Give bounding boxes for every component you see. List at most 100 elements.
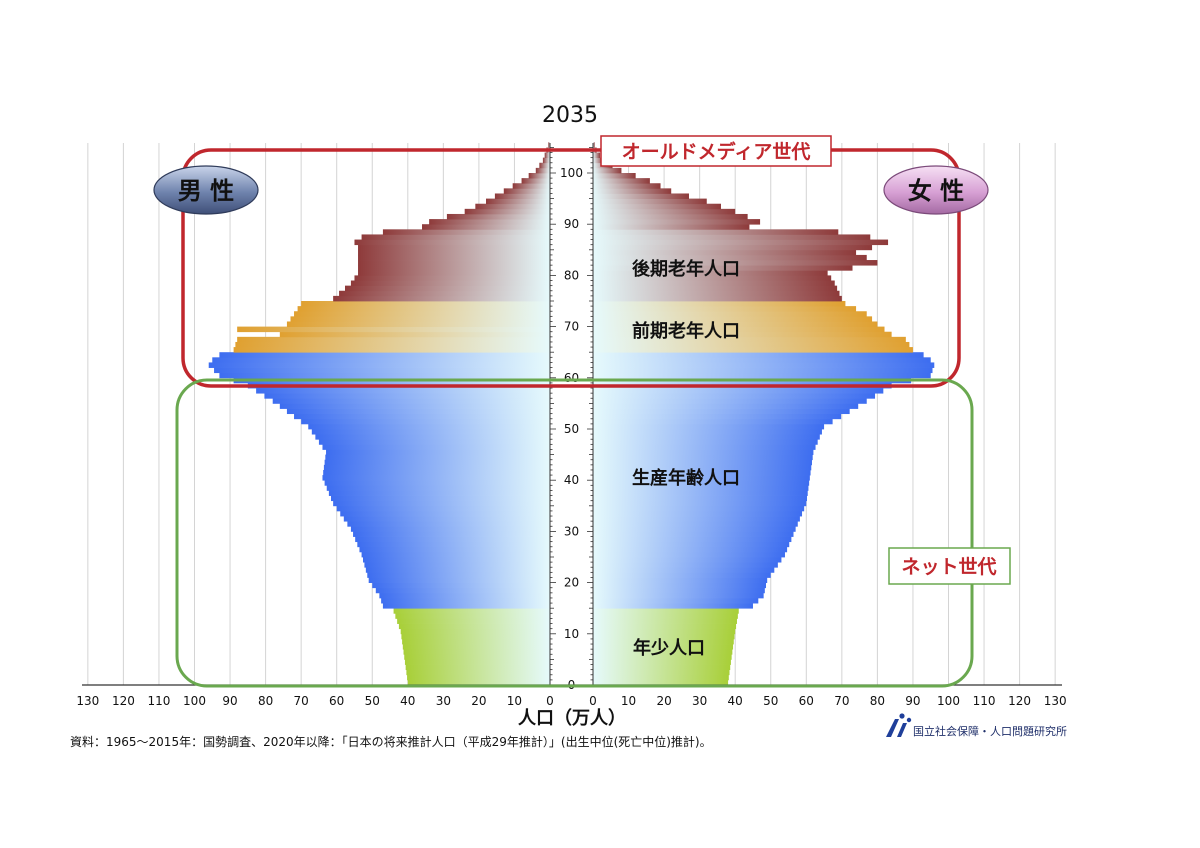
bar-male xyxy=(402,638,550,645)
bar-female xyxy=(593,341,910,348)
bar-female xyxy=(593,224,750,230)
bar-male xyxy=(350,280,550,287)
bar-male xyxy=(401,633,550,640)
plot-area xyxy=(82,143,1062,685)
bar-female xyxy=(593,301,846,307)
bar-male xyxy=(324,480,550,486)
bar-female xyxy=(593,372,931,379)
bar-male xyxy=(367,572,550,578)
male-badge xyxy=(153,165,259,215)
bar-male xyxy=(372,582,550,589)
bar-female xyxy=(593,403,859,409)
bar-female xyxy=(593,219,761,225)
bar-female xyxy=(593,608,739,614)
bar-male xyxy=(219,372,550,379)
bar-female xyxy=(593,208,736,215)
bar-male xyxy=(528,173,550,179)
bar-male xyxy=(363,557,550,563)
bar-male xyxy=(328,490,550,496)
bar-male xyxy=(340,510,550,517)
bar-female xyxy=(593,142,595,148)
group-label-working-age: 生産年齢人口 xyxy=(632,467,740,489)
bar-female xyxy=(593,260,878,266)
bar-male xyxy=(407,674,550,681)
bar-female xyxy=(593,173,636,179)
age-tick-label: 70 xyxy=(564,320,579,334)
bar-male xyxy=(279,331,550,338)
bar-female xyxy=(593,531,794,537)
x-tick-male: 90 xyxy=(222,694,237,708)
bar-female xyxy=(593,280,835,287)
bar-male xyxy=(237,326,550,333)
bar-female xyxy=(593,628,736,635)
bar-female xyxy=(593,393,876,399)
age-tick-label: 30 xyxy=(564,524,579,538)
bar-male xyxy=(364,562,550,568)
bar-female xyxy=(593,659,731,665)
bar-male xyxy=(212,357,550,363)
bar-male xyxy=(323,464,550,471)
bar-male xyxy=(272,398,550,404)
x-tick-male: 80 xyxy=(258,694,273,708)
bar-male xyxy=(494,193,550,199)
bar-male xyxy=(308,423,550,430)
bar-female xyxy=(593,265,853,271)
bar-female xyxy=(593,572,771,578)
publisher-name: 国立社会保障・人口問題研究所 xyxy=(913,724,1067,738)
x-tick-male: 60 xyxy=(329,694,344,708)
bar-male xyxy=(235,341,550,348)
age-tick-label: 100 xyxy=(560,166,583,180)
bar-male xyxy=(331,495,550,502)
bar-female xyxy=(593,244,873,251)
group-label-youth: 年少人口 xyxy=(633,637,705,659)
bar-male xyxy=(358,254,550,261)
bar-female xyxy=(593,510,803,517)
bar-male xyxy=(379,592,550,599)
bar-male xyxy=(326,449,550,455)
bar-female xyxy=(593,541,790,548)
bar-female xyxy=(593,203,721,210)
x-tick-female: 130 xyxy=(1044,694,1067,708)
bar-male xyxy=(361,234,550,240)
bar-male xyxy=(324,459,550,466)
bar-male xyxy=(237,336,550,343)
bar-female xyxy=(593,357,931,363)
bar-male xyxy=(375,587,550,594)
bar-female xyxy=(593,490,808,496)
bar-male xyxy=(354,275,550,281)
bar-female xyxy=(593,633,735,640)
chart-title: 2035 xyxy=(542,103,598,128)
x-tick-male: 100 xyxy=(183,694,206,708)
bar-female xyxy=(593,597,759,604)
bar-female xyxy=(593,270,828,276)
bar-female xyxy=(593,562,778,568)
bar-female xyxy=(593,290,840,297)
x-tick-male: 110 xyxy=(147,694,170,708)
bar-male xyxy=(361,551,550,558)
bar-female xyxy=(593,198,707,205)
bar-male xyxy=(214,367,551,374)
bar-male xyxy=(407,679,550,686)
bar-female xyxy=(593,326,885,333)
bar-male xyxy=(397,618,550,624)
bar-male xyxy=(422,224,550,230)
bar-female xyxy=(593,331,892,338)
bar-male xyxy=(353,531,550,537)
x-tick-female: 40 xyxy=(728,694,743,708)
bar-female xyxy=(593,234,871,240)
x-tick-male: 10 xyxy=(507,694,522,708)
bar-male xyxy=(357,541,550,548)
population-bars xyxy=(208,142,935,686)
x-tick-male: 120 xyxy=(112,694,135,708)
bar-male xyxy=(350,526,550,532)
bar-male xyxy=(512,183,550,189)
bar-male xyxy=(326,485,550,491)
net-generation-label-box xyxy=(888,547,1011,585)
bar-female xyxy=(593,516,800,522)
bar-male xyxy=(354,239,550,246)
bar-male xyxy=(402,644,550,650)
bar-female xyxy=(593,408,850,415)
bar-male xyxy=(398,623,550,630)
age-tick-label: 20 xyxy=(564,576,579,590)
